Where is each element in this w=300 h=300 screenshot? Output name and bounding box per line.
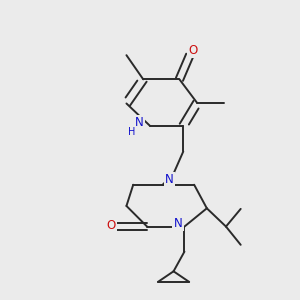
Text: N: N xyxy=(135,116,144,129)
Text: O: O xyxy=(106,219,116,232)
Text: H: H xyxy=(128,127,135,137)
Text: N: N xyxy=(174,217,182,230)
Text: O: O xyxy=(188,44,197,57)
Text: N: N xyxy=(165,173,173,186)
